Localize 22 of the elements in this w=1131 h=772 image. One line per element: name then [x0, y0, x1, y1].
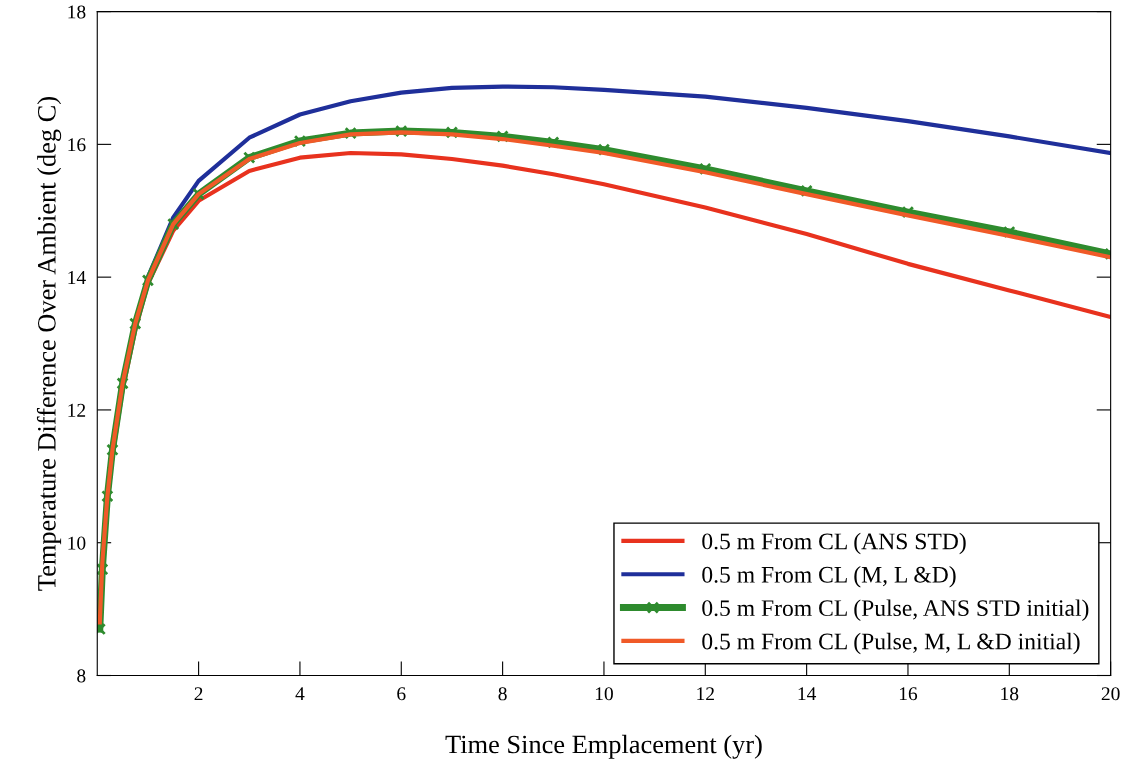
x-axis-title: Time Since Emplacement (yr) [445, 734, 762, 759]
x-tick-label: 12 [697, 687, 714, 701]
legend-label: 0.5 m From CL (Pulse, M, L &D initial) [702, 632, 1080, 655]
x-tick-label: 4 [295, 687, 305, 701]
x-tick-label: 2 [194, 687, 203, 701]
x-tick-label: 8 [498, 687, 507, 701]
x-tick-label: 18 [1001, 687, 1019, 701]
x-tick-label: 14 [798, 687, 817, 701]
x-tick-label: 20 [1101, 687, 1120, 701]
y-axis-title: Temperature Difference Over Ambient (deg C) [36, 97, 62, 591]
y-tick-label: 8 [77, 669, 86, 683]
y-tick-label: 18 [68, 5, 86, 19]
y-tick-label: 14 [68, 271, 86, 284]
legend-label: 0.5 m From CL (Pulse, ANS STD initial) [702, 599, 1089, 621]
y-tick-label: 12 [68, 403, 86, 417]
legend-label: 0.5 m From CL (M, L &D) [702, 566, 956, 588]
y-tick-label: 16 [68, 138, 86, 152]
x-tick-label: 6 [397, 687, 406, 701]
x-tick-label: 10 [595, 687, 613, 701]
x-tick-label: 16 [899, 687, 918, 701]
y-tick-label: 10 [68, 536, 86, 550]
legend-label: 0.5 m From CL (ANS STD) [702, 532, 966, 555]
